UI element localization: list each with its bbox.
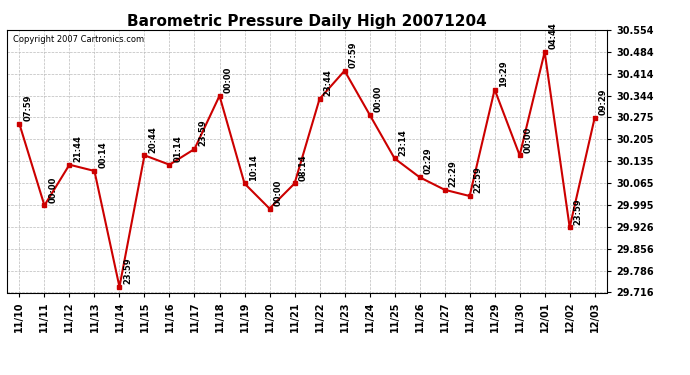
Title: Barometric Pressure Daily High 20071204: Barometric Pressure Daily High 20071204 [127, 14, 487, 29]
Text: 00:00: 00:00 [224, 67, 233, 93]
Text: 23:44: 23:44 [324, 69, 333, 96]
Text: 01:14: 01:14 [174, 135, 183, 162]
Text: 04:44: 04:44 [549, 22, 558, 49]
Text: 08:14: 08:14 [299, 154, 308, 181]
Text: 07:59: 07:59 [348, 42, 357, 68]
Text: 00:00: 00:00 [374, 86, 383, 112]
Text: 23:59: 23:59 [574, 198, 583, 225]
Text: 20:44: 20:44 [148, 126, 157, 153]
Text: Copyright 2007 Cartronics.com: Copyright 2007 Cartronics.com [13, 35, 144, 44]
Text: 00:00: 00:00 [274, 179, 283, 206]
Text: 23:59: 23:59 [124, 258, 132, 284]
Text: 00:14: 00:14 [99, 141, 108, 168]
Text: 23:14: 23:14 [399, 129, 408, 156]
Text: 23:59: 23:59 [199, 120, 208, 146]
Text: 22:59: 22:59 [474, 166, 483, 193]
Text: 09:29: 09:29 [599, 88, 608, 115]
Text: 22:29: 22:29 [448, 160, 457, 187]
Text: 00:00: 00:00 [48, 176, 57, 203]
Text: 07:59: 07:59 [23, 95, 32, 121]
Text: 10:14: 10:14 [248, 154, 257, 181]
Text: 21:44: 21:44 [74, 135, 83, 162]
Text: 02:29: 02:29 [424, 148, 433, 174]
Text: 00:00: 00:00 [524, 126, 533, 153]
Text: 19:29: 19:29 [499, 60, 508, 87]
